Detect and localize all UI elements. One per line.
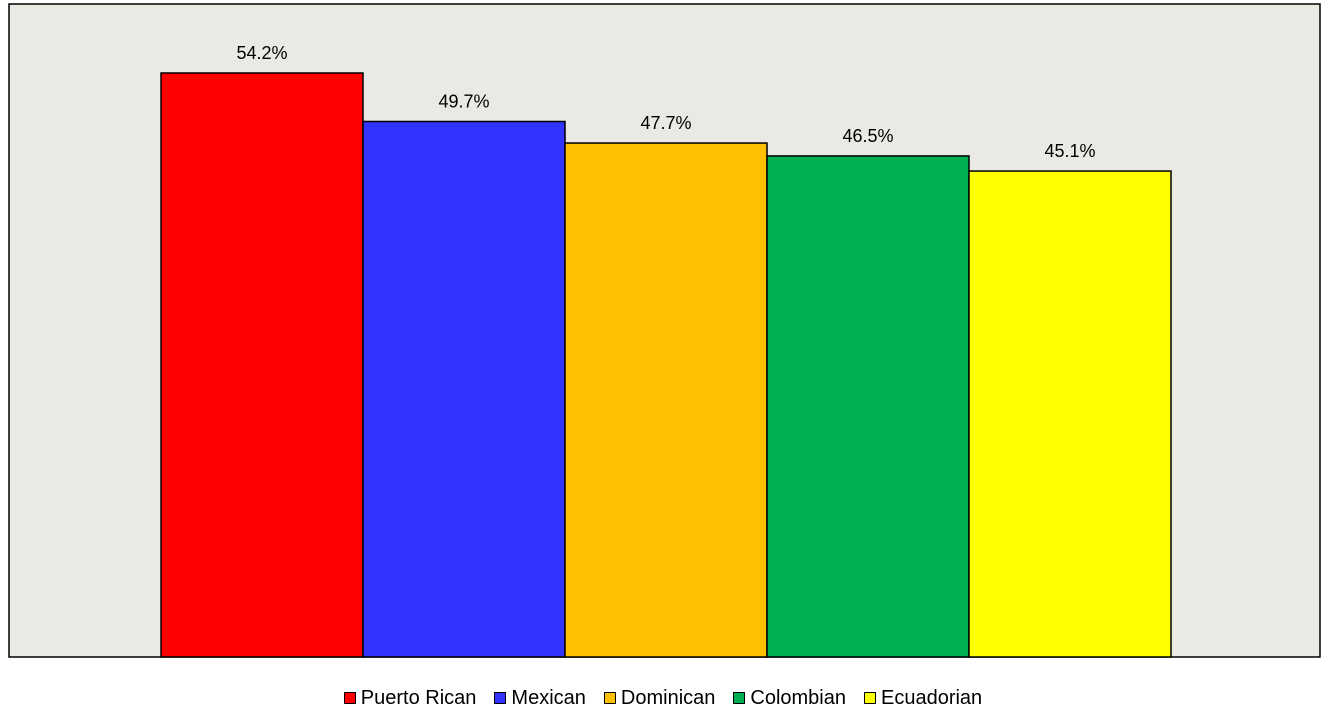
data-label-colombian: 46.5% [842, 126, 893, 146]
chart-legend: Puerto Rican Mexican Dominican Colombian Ecu… [0, 683, 1326, 713]
legend-label-ecuadorian: Ecuadorian [881, 686, 983, 709]
legend-label-colombian: Colombian [750, 686, 846, 709]
data-label-puerto-rican: 54.2% [236, 43, 287, 63]
legend-item-dominican: Dominican [603, 686, 716, 710]
legend-item-puerto-rican: Puerto Rican [343, 686, 477, 710]
legend-swatch-ecuadorian [864, 692, 876, 704]
legend-item-colombian: Colombian [733, 687, 846, 710]
legend-swatch-mexican [494, 692, 507, 704]
legend-label-mexican: Mexican [511, 686, 586, 709]
legend-label-puerto-rican: Puerto Rican [360, 686, 477, 709]
data-label-dominican: 47.7% [640, 113, 691, 133]
bar-mexican [362, 120, 566, 658]
legend-swatch-colombian [733, 692, 746, 704]
bar-ecuadorian [968, 170, 1172, 658]
legend-item-mexican: Mexican [494, 686, 586, 710]
data-label-mexican: 49.7% [438, 91, 489, 111]
legend-swatch-puerto-rican [343, 692, 356, 704]
legend-label-dominican: Dominican [620, 686, 716, 709]
legend-item-ecuadorian: Ecuadorian [864, 687, 982, 710]
bar-colombian [766, 155, 970, 658]
bar-puerto-rican [160, 72, 364, 658]
bar-dominican [564, 142, 768, 658]
bars-group [160, 72, 1172, 658]
legend-swatch-dominican [603, 692, 616, 704]
data-labels-group: 54.2% 49.7% 47.7% 46.5% 45.1% [236, 43, 1095, 161]
data-label-ecuadorian: 45.1% [1044, 141, 1095, 161]
